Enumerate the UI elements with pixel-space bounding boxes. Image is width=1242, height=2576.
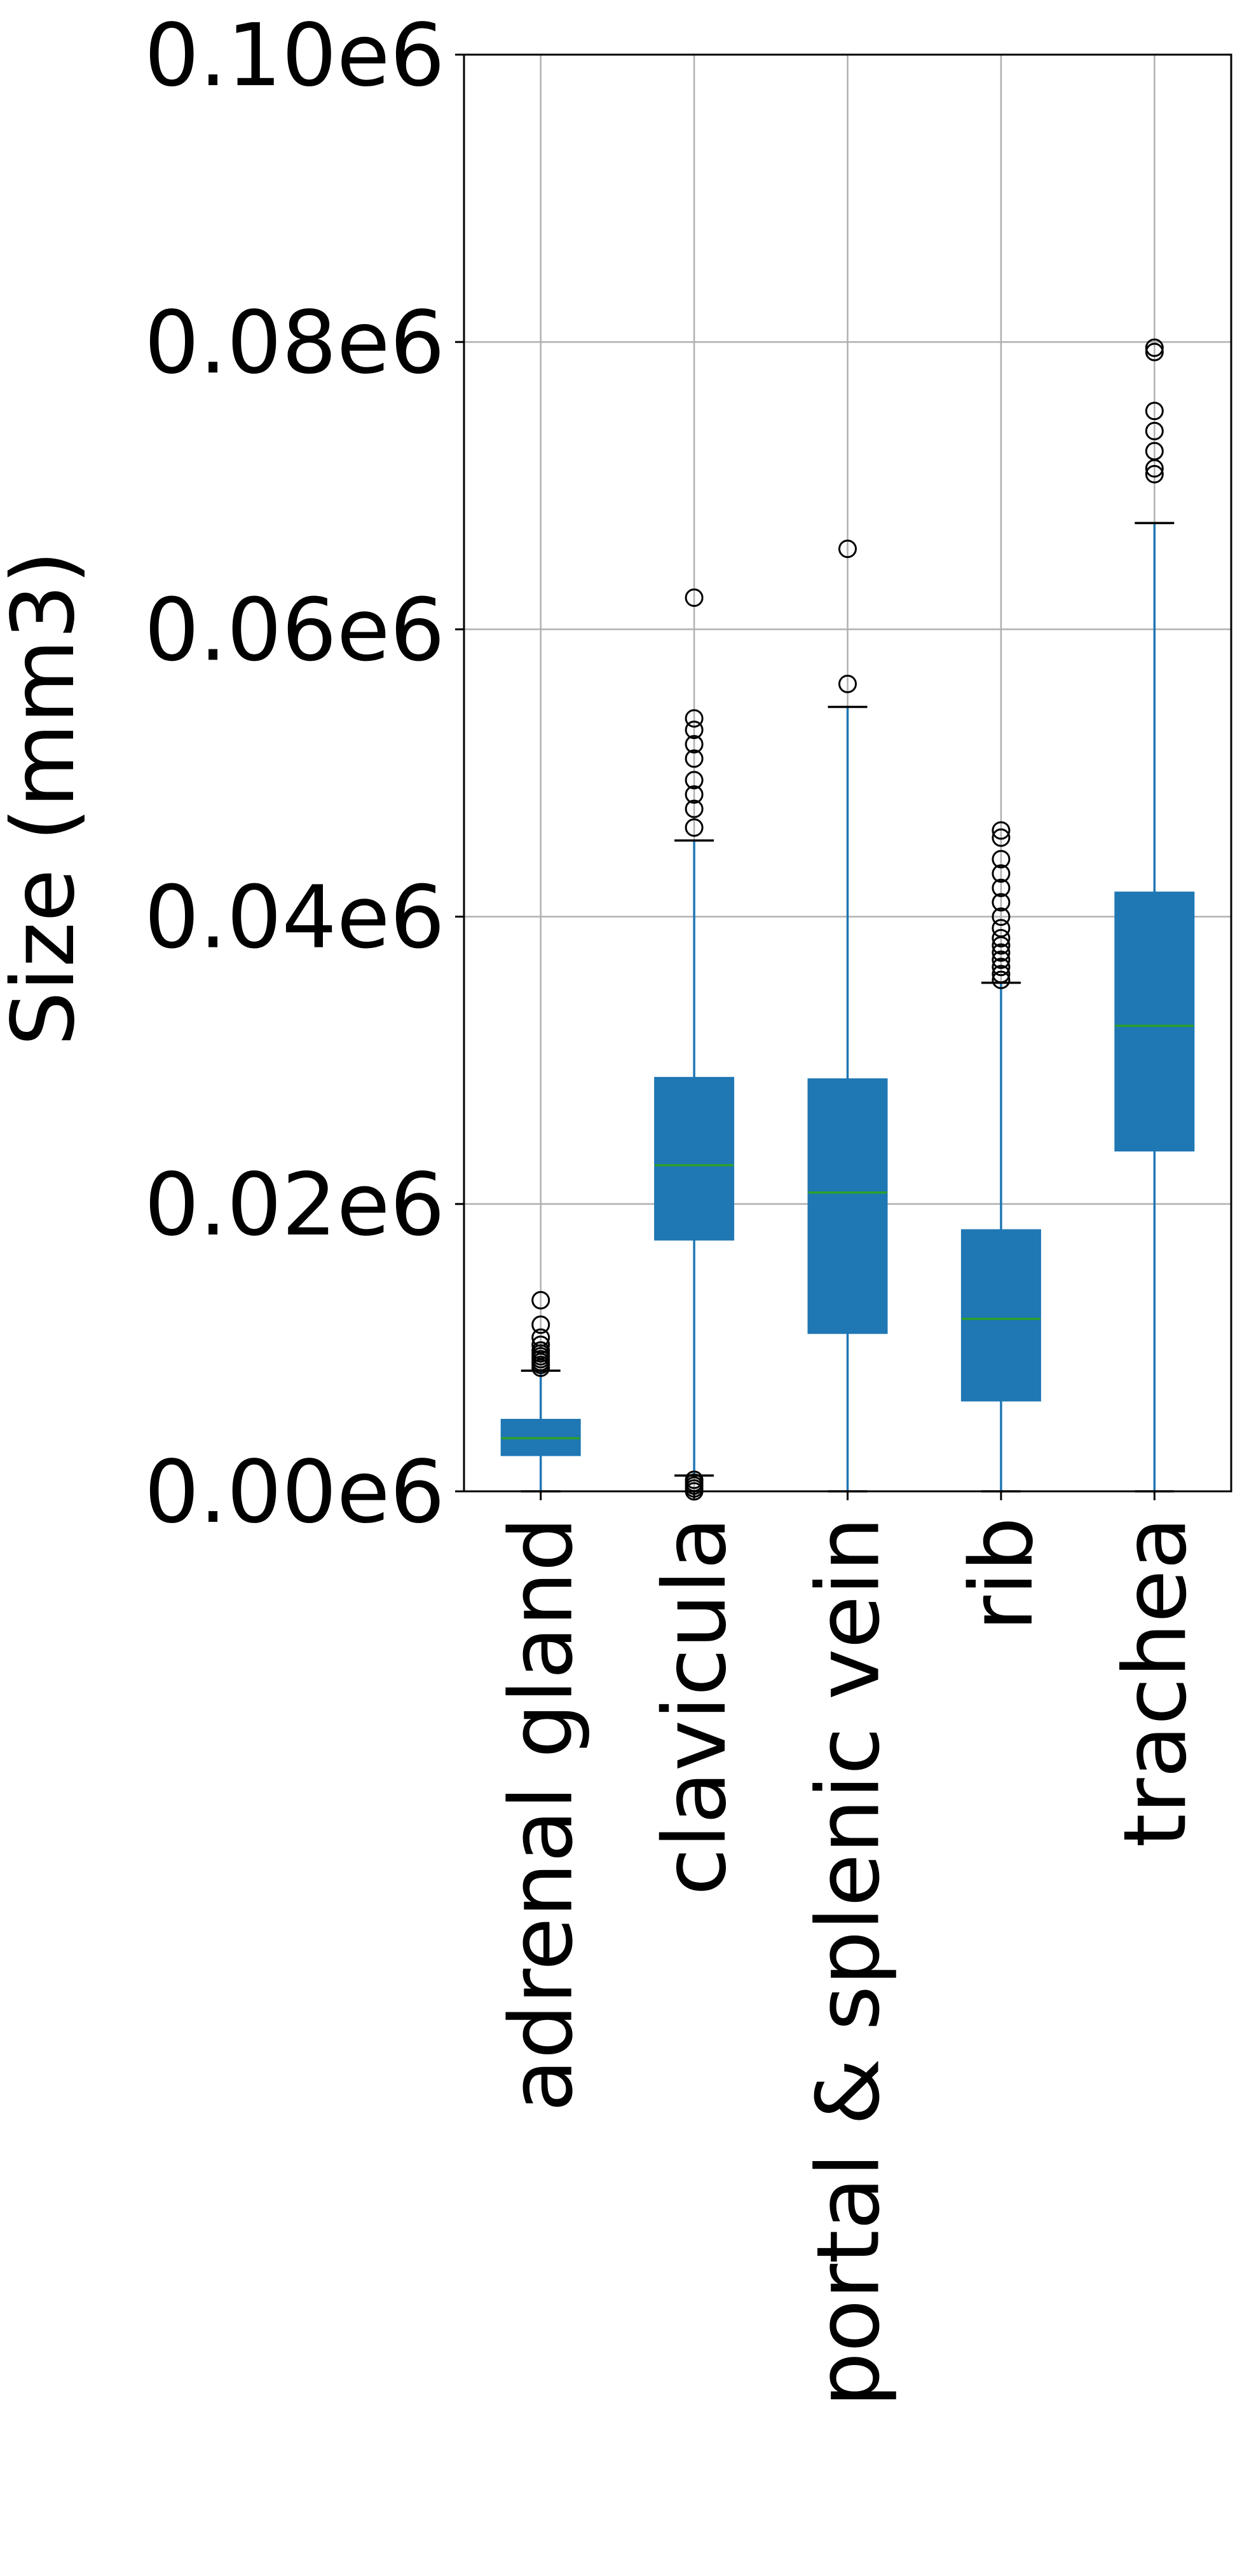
x-tick-label: clavicula — [645, 1517, 746, 1895]
box-iqr — [1114, 891, 1195, 1152]
x-tick-label: rib — [952, 1517, 1053, 1631]
x-axis: adrenal gland clavicula portal & splenic v… — [492, 1491, 1206, 2407]
outlier-point — [531, 1315, 550, 1334]
outlier-point — [992, 970, 1011, 989]
y-tick-label: 0.04e6 — [144, 868, 445, 968]
y-tick-label: 0.06e6 — [144, 580, 445, 681]
outlier-point — [992, 943, 1011, 962]
outlier-point — [685, 709, 704, 728]
outlier-point — [531, 1291, 550, 1310]
outlier-point — [685, 735, 704, 754]
outlier-point — [531, 1328, 550, 1347]
box-iqr — [807, 1078, 888, 1334]
outlier-point — [685, 771, 704, 790]
outlier-point — [1145, 442, 1164, 461]
outlier-point — [992, 893, 1011, 912]
outlier-point — [992, 929, 1011, 948]
outlier-point — [992, 965, 1011, 984]
y-tick-label: 0.10e6 — [144, 6, 445, 106]
outlier-point — [992, 821, 1011, 840]
box-iqr — [960, 1229, 1041, 1402]
outlier-point — [992, 864, 1011, 883]
outlier-point — [685, 799, 704, 818]
outlier-point — [1145, 464, 1164, 484]
outlier-point — [1145, 421, 1164, 440]
outlier-point — [992, 958, 1011, 977]
outlier-point — [992, 850, 1011, 869]
box-group — [807, 539, 888, 1493]
x-tick-label: trachea — [1105, 1517, 1206, 1848]
x-tick-label: portal & splenic vein — [799, 1517, 899, 2407]
outlier-point — [992, 907, 1011, 926]
outlier-point — [685, 785, 704, 804]
outlier-point — [685, 588, 704, 607]
box-iqr — [654, 1076, 735, 1241]
outlier-point — [685, 721, 704, 740]
outlier-point — [1145, 338, 1164, 357]
outlier-point — [1145, 342, 1164, 362]
outlier-point — [685, 749, 704, 768]
outlier-point — [992, 828, 1011, 847]
y-tick-label: 0.08e6 — [144, 293, 445, 393]
y-axis-label: Size (mm3) — [0, 550, 94, 1046]
outlier-point — [992, 878, 1011, 897]
box-group — [1114, 338, 1195, 1493]
outlier-point — [838, 674, 857, 693]
outlier-point — [685, 1470, 704, 1489]
outlier-point — [531, 1335, 550, 1354]
box-group — [654, 588, 735, 1501]
outlier-point — [992, 919, 1011, 938]
box-group — [960, 821, 1041, 1493]
box-series — [500, 338, 1195, 1501]
outlier-point — [1145, 402, 1164, 421]
outlier-point — [685, 818, 704, 837]
y-axis: 0.00e6 0.02e6 0.04e6 0.06e6 0.08e6 0.10e6 — [144, 6, 464, 1543]
x-tick-label: adrenal gland — [492, 1517, 592, 2112]
outlier-point — [838, 539, 857, 559]
outlier-point — [992, 950, 1011, 969]
y-tick-label: 0.02e6 — [144, 1155, 445, 1256]
outlier-point — [531, 1341, 550, 1360]
y-tick-label: 0.00e6 — [144, 1442, 445, 1543]
